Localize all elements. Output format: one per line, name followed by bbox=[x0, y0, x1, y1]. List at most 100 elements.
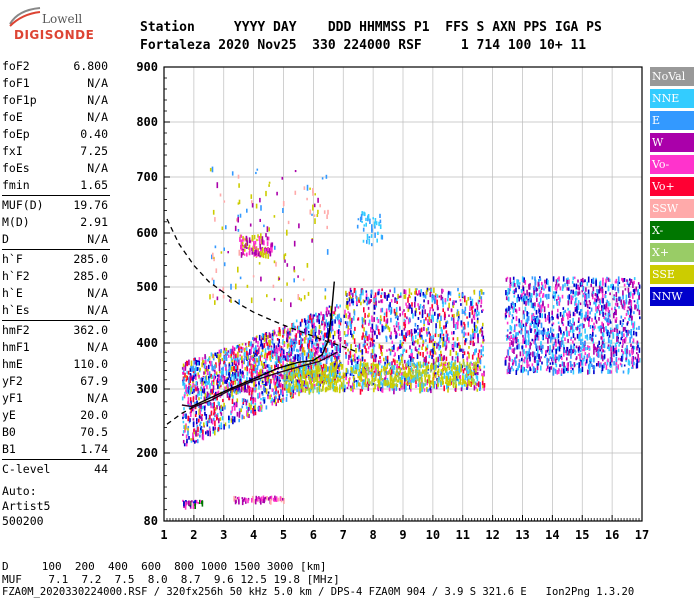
param-value: N/A bbox=[87, 232, 108, 246]
echo-point bbox=[375, 300, 377, 306]
echo-point bbox=[357, 356, 359, 362]
echo-point bbox=[317, 382, 320, 386]
echo-point bbox=[571, 364, 574, 367]
echo-point bbox=[270, 365, 273, 369]
echo-point bbox=[280, 364, 282, 366]
echo-point bbox=[313, 378, 315, 383]
echo-point bbox=[366, 343, 369, 346]
echo-point bbox=[414, 340, 416, 344]
echo-point bbox=[300, 388, 303, 393]
echo-point bbox=[415, 371, 417, 377]
echo-point bbox=[447, 380, 450, 386]
echo-point bbox=[630, 329, 632, 334]
echo-point bbox=[630, 308, 632, 315]
echo-point bbox=[581, 308, 583, 312]
echo-point bbox=[228, 424, 230, 429]
echo-point bbox=[372, 343, 375, 349]
echo-point bbox=[561, 361, 564, 367]
echo-point bbox=[377, 289, 380, 292]
echo-point bbox=[526, 363, 528, 368]
echo-point bbox=[448, 337, 450, 343]
echo-point bbox=[280, 382, 282, 388]
echo-point bbox=[182, 412, 185, 417]
echo-point bbox=[593, 344, 595, 350]
echo-point bbox=[562, 314, 564, 320]
echo-point bbox=[263, 343, 266, 348]
echo-point bbox=[612, 329, 614, 332]
echo-point bbox=[319, 347, 321, 352]
echo-point bbox=[274, 398, 277, 405]
echo-point bbox=[316, 377, 319, 383]
echo-point bbox=[336, 377, 339, 380]
echo-point bbox=[231, 398, 234, 404]
echo-point bbox=[215, 353, 217, 356]
param-label: h`Es bbox=[2, 303, 30, 317]
echo-point bbox=[301, 343, 303, 350]
echo-point bbox=[533, 285, 535, 289]
param-value: 2.91 bbox=[80, 215, 108, 229]
echo-point bbox=[271, 397, 273, 402]
echo-point bbox=[515, 287, 517, 293]
echo-point bbox=[505, 277, 508, 282]
echo-point bbox=[189, 385, 192, 392]
echo-point bbox=[447, 307, 449, 311]
echo-point bbox=[400, 292, 402, 297]
echo-point bbox=[535, 287, 537, 292]
echo-point bbox=[550, 327, 552, 333]
echo-point bbox=[577, 320, 580, 323]
echo-point bbox=[513, 348, 515, 354]
echo-point bbox=[425, 380, 428, 384]
echo-point bbox=[381, 383, 384, 389]
echo-point bbox=[363, 335, 366, 340]
echo-point bbox=[230, 418, 233, 423]
echo-point bbox=[249, 386, 252, 392]
echo-point bbox=[204, 376, 207, 381]
echo-point bbox=[421, 309, 424, 316]
echo-point bbox=[348, 354, 350, 360]
echo-point bbox=[289, 358, 292, 363]
echo-point bbox=[352, 354, 354, 357]
echo-point bbox=[468, 312, 471, 318]
echo-point bbox=[620, 358, 622, 362]
echo-point bbox=[597, 361, 600, 366]
echo-point bbox=[464, 313, 467, 316]
echo-point bbox=[622, 278, 624, 283]
echo-point bbox=[453, 366, 455, 370]
echo-point bbox=[192, 418, 195, 421]
echo-point bbox=[270, 400, 272, 404]
echo-point bbox=[457, 287, 459, 292]
echo-point bbox=[236, 387, 239, 392]
echo-point bbox=[205, 414, 208, 420]
echo-point bbox=[509, 342, 511, 347]
echo-point bbox=[320, 365, 323, 369]
echo-point bbox=[331, 320, 334, 326]
echo-point bbox=[338, 324, 341, 329]
echo-point bbox=[426, 313, 429, 318]
echo-point bbox=[238, 347, 240, 351]
echo-point bbox=[419, 303, 422, 309]
echo-point bbox=[521, 345, 524, 350]
echo-point bbox=[469, 383, 472, 387]
echo-point bbox=[509, 283, 511, 288]
echo-point bbox=[534, 340, 536, 345]
echo-point bbox=[299, 341, 302, 346]
echo-point bbox=[608, 331, 611, 336]
echo-point bbox=[423, 323, 425, 327]
param-value: 67.9 bbox=[80, 374, 108, 388]
param-label: h`E bbox=[2, 286, 23, 300]
echo-point bbox=[284, 355, 286, 358]
echo-point bbox=[249, 358, 251, 362]
echo-point bbox=[209, 360, 211, 364]
echo-point bbox=[557, 308, 559, 313]
echo-point bbox=[353, 310, 356, 316]
echo-point bbox=[321, 355, 324, 360]
echo-point bbox=[449, 379, 451, 386]
echo-point bbox=[205, 383, 207, 387]
echo-point bbox=[371, 368, 373, 372]
echo-point bbox=[363, 317, 365, 323]
echo-point bbox=[210, 376, 213, 379]
echo-point bbox=[263, 399, 266, 404]
echo-point bbox=[624, 327, 626, 331]
echo-point bbox=[395, 377, 398, 381]
echo-point bbox=[517, 294, 519, 299]
